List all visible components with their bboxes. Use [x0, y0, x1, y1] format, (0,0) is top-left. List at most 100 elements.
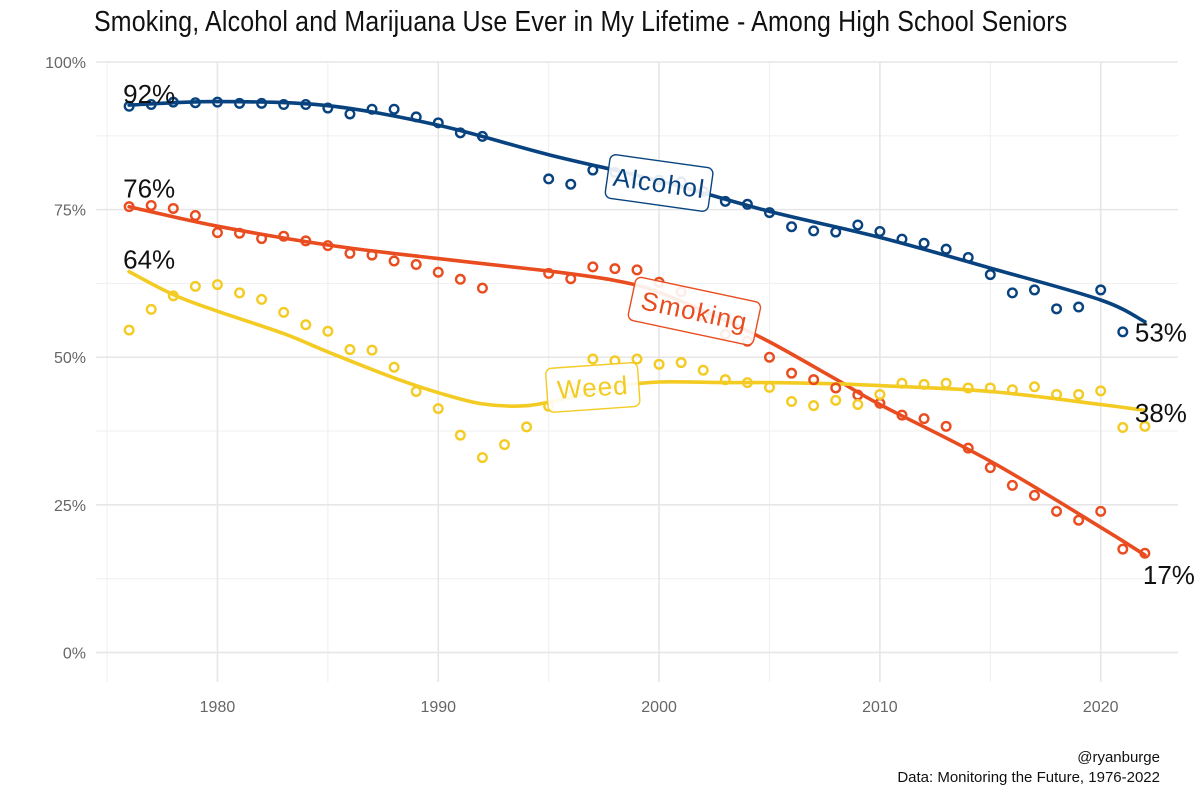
weed-point	[940, 377, 952, 389]
smoking-point	[1051, 505, 1063, 517]
alcohol-point	[918, 237, 930, 249]
alcohol-point	[189, 97, 201, 109]
weed-point	[1006, 384, 1018, 396]
weed-series-label: Weed	[545, 361, 641, 413]
chart-title: Smoking, Alcohol and Marijuana Use Ever …	[94, 6, 1068, 38]
smoking-point	[763, 351, 775, 363]
alcohol-point	[1028, 284, 1040, 296]
value-labels: 92% 53% 76% 17% 64% 38%	[123, 79, 1195, 590]
alcohol-point	[322, 102, 334, 114]
smoking-point	[631, 264, 643, 276]
alcohol-point	[565, 178, 577, 190]
weed-point	[499, 439, 511, 451]
alcohol-point	[896, 233, 908, 245]
data-source: Data: Monitoring the Future, 1976-2022	[897, 769, 1160, 786]
weed-point	[410, 385, 422, 397]
smoking-point	[432, 266, 444, 278]
y-tick-label: 0%	[63, 645, 86, 662]
chart-credit: @ryanburge Data: Monitoring the Future, …	[897, 748, 1160, 788]
smoking-point	[1006, 479, 1018, 491]
smoking-point	[587, 261, 599, 273]
weed-point	[786, 396, 798, 408]
weed-point	[145, 303, 157, 315]
smoking-point	[211, 227, 223, 239]
weed-point	[918, 378, 930, 390]
alcohol-point	[741, 198, 753, 210]
x-tick-label: 1980	[200, 699, 236, 716]
x-tick-label: 2000	[641, 699, 677, 716]
weed-point	[675, 357, 687, 369]
y-tick-label: 100%	[45, 55, 86, 72]
smoking-point	[1073, 514, 1085, 526]
smoking-point	[344, 247, 356, 259]
smoking-point	[786, 367, 798, 379]
smoking-point	[1028, 489, 1040, 501]
alcohol-point	[719, 195, 731, 207]
weed-point	[741, 377, 753, 389]
weed-point	[1051, 388, 1063, 400]
alcohol-point	[1117, 326, 1129, 338]
smoking-point	[123, 201, 135, 213]
y-tick-label: 25%	[54, 498, 86, 515]
smoking-point	[388, 255, 400, 267]
weed-point	[344, 344, 356, 356]
weed-label-box	[545, 361, 641, 413]
weed-point	[852, 398, 864, 410]
weed-point	[1117, 422, 1129, 434]
y-tick-label: 75%	[54, 203, 86, 220]
smoking-point	[476, 282, 488, 294]
weed-point	[896, 377, 908, 389]
smoking-point	[454, 273, 466, 285]
weed-point	[278, 306, 290, 318]
alcohol-point	[278, 99, 290, 111]
alcohol-point	[300, 99, 312, 111]
alcohol-point	[874, 225, 886, 237]
author-handle: @ryanburge	[1077, 749, 1160, 766]
smoking-point	[609, 263, 621, 275]
weed-point	[631, 353, 643, 365]
x-tick-label: 2010	[862, 699, 898, 716]
smoking-point	[278, 230, 290, 242]
alcohol-point	[587, 164, 599, 176]
smoking-point	[565, 273, 577, 285]
weed-point	[234, 287, 246, 299]
weed-point	[808, 400, 820, 412]
alcohol-label-box	[604, 154, 714, 212]
weed-point	[167, 290, 179, 302]
alcohol-point	[543, 173, 555, 185]
weed-point	[587, 353, 599, 365]
alcohol-point	[1006, 287, 1018, 299]
smoking-point	[984, 462, 996, 474]
alcohol-point	[410, 111, 422, 123]
x-tick-label: 1990	[420, 699, 456, 716]
weed-point	[366, 344, 378, 356]
alcohol-point	[940, 243, 952, 255]
grid-lines	[96, 61, 1178, 682]
smoking-series-label: Smoking	[627, 276, 762, 346]
weed-point	[874, 388, 886, 400]
weed-point	[697, 364, 709, 376]
smoking-point	[830, 382, 842, 394]
weed-point	[653, 358, 665, 370]
smoking-point	[300, 235, 312, 247]
alcohol-series-label: Alcohol	[604, 154, 714, 212]
weed-point	[189, 280, 201, 292]
smoking-point	[1095, 505, 1107, 517]
smoking-point	[808, 374, 820, 386]
smoking-point	[410, 259, 422, 271]
smoking-point	[940, 420, 952, 432]
weed-point	[300, 319, 312, 331]
alcohol-point	[1051, 303, 1063, 315]
weed-point	[432, 403, 444, 415]
smoking-point	[145, 199, 157, 211]
series-labels: Alcohol Smoking Weed	[545, 154, 762, 413]
alcohol-point	[211, 96, 223, 108]
smoking-point	[896, 409, 908, 421]
alcohol-point	[830, 226, 842, 238]
weed-point	[123, 324, 135, 336]
smoking-point	[1139, 547, 1151, 559]
weed-point	[1139, 420, 1151, 432]
weed-point	[830, 394, 842, 406]
smoking-point	[962, 442, 974, 454]
